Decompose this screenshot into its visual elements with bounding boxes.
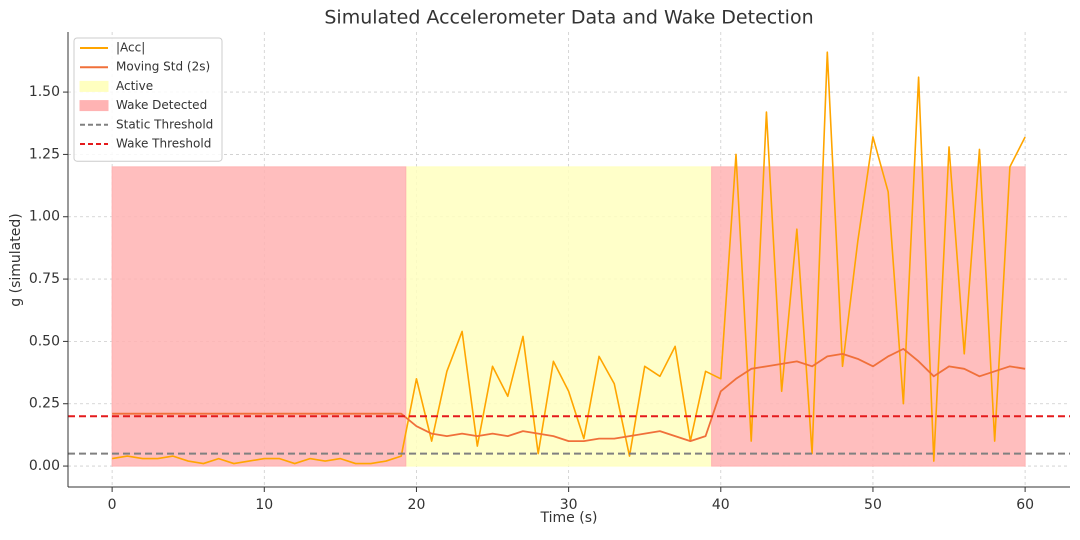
y-tick-label: 1.00 bbox=[29, 209, 60, 225]
y-axis-label: g (simulated) bbox=[8, 213, 24, 306]
x-tick-label: 50 bbox=[864, 497, 882, 513]
legend-label: |Acc| bbox=[116, 41, 145, 55]
shaded-region bbox=[111, 166, 407, 467]
legend-label: Wake Threshold bbox=[116, 137, 211, 151]
x-tick-label: 30 bbox=[560, 497, 578, 513]
legend-label: Moving Std (2s) bbox=[116, 60, 210, 74]
x-tick-label: 0 bbox=[108, 497, 117, 513]
x-tick-label: 20 bbox=[408, 497, 426, 513]
legend-label: Active bbox=[116, 79, 153, 93]
x-axis-label: Time (s) bbox=[540, 510, 598, 526]
y-tick-label: 1.50 bbox=[29, 84, 60, 100]
shaded-region bbox=[405, 166, 713, 467]
legend-box bbox=[73, 37, 223, 162]
x-tick-label: 10 bbox=[255, 497, 273, 513]
x-tick-label: 60 bbox=[1016, 497, 1034, 513]
shaded-region bbox=[711, 166, 1026, 467]
data-line bbox=[112, 347, 1026, 443]
data-line bbox=[111, 51, 1026, 465]
y-tick-label: 0.50 bbox=[29, 333, 60, 349]
y-tick-label: 0.00 bbox=[29, 458, 60, 474]
y-tick-label: 0.25 bbox=[29, 396, 60, 412]
y-tick-label: 1.25 bbox=[29, 146, 60, 162]
legend-label: Static Threshold bbox=[116, 117, 213, 131]
legend-label: Wake Detected bbox=[116, 98, 207, 112]
y-tick-label: 0.75 bbox=[29, 271, 60, 287]
x-tick-label: 40 bbox=[712, 497, 730, 513]
legend-swatch bbox=[79, 80, 109, 92]
legend-swatch bbox=[79, 100, 109, 112]
chart-title: Simulated Accelerometer Data and Wake De… bbox=[324, 7, 813, 29]
